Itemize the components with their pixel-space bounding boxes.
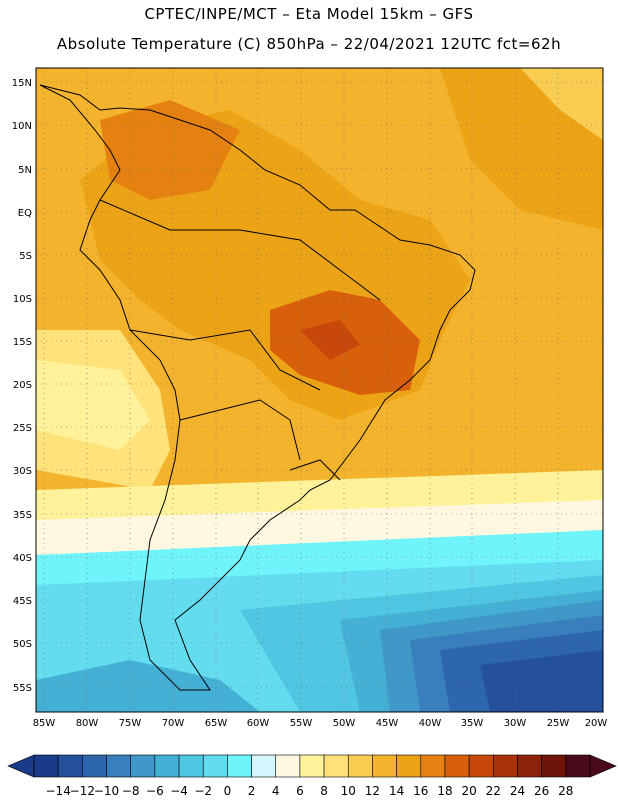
lon-label: 40W: [419, 718, 442, 729]
lat-label: 45S: [13, 596, 32, 607]
lat-label: 15S: [13, 337, 32, 348]
colorbar-arrow-right: [589, 754, 617, 778]
colorbar-swatch: [106, 754, 131, 778]
pacific-cool: [36, 360, 150, 450]
uruguay-border: [289, 459, 341, 481]
colorbar-swatch: [372, 754, 397, 778]
colorbar-swatch: [275, 754, 301, 778]
colorbar-arrow-left: [7, 754, 35, 778]
colorbar-tick-label: 0: [224, 784, 232, 798]
lon-label: 55W: [290, 718, 313, 729]
colorbar-tick-label: 16: [413, 784, 428, 798]
colorbar-swatch: [251, 754, 277, 778]
colorbar: [7, 754, 617, 778]
lon-label: 35W: [461, 718, 484, 729]
colorbar-swatch: [178, 754, 204, 778]
lon-label: 60W: [247, 718, 270, 729]
drake-cold: [36, 660, 260, 712]
map-subtitle: Absolute Temperature (C) 850hPa – 22/04/…: [56, 35, 562, 53]
colorbar-swatch: [468, 754, 494, 778]
colorbar-swatch: [130, 754, 156, 778]
colorbar-tick-label: −12: [70, 784, 95, 798]
lat-label: 10N: [12, 121, 32, 132]
south-america-coast: [39, 84, 476, 691]
colorbar-tick-label: 8: [320, 784, 328, 798]
brazil-hottest: [300, 320, 360, 360]
band-minus12c: [480, 650, 603, 712]
coastlines: [39, 84, 476, 691]
lat-label: 30S: [13, 466, 32, 477]
lat-label: 5S: [19, 251, 32, 262]
colorbar-tick-label: 20: [461, 784, 476, 798]
lat-label: 55S: [13, 683, 32, 694]
lon-label: 70W: [162, 718, 185, 729]
colorbar-tick-label: −14: [46, 784, 71, 798]
warm-zone-ne-edge: [520, 68, 603, 140]
colorbar-swatch: [565, 754, 591, 778]
lon-label: 80W: [76, 718, 99, 729]
colorbar-tick-label: 10: [341, 784, 356, 798]
lon-label: 65W: [205, 718, 228, 729]
lat-label: 5N: [18, 165, 32, 176]
colorbar-swatch: [227, 754, 252, 778]
colorbar-tick-label: −8: [122, 784, 140, 798]
lon-label: 85W: [33, 718, 56, 729]
colorbar-swatch: [82, 754, 107, 778]
paraguay-border: [179, 399, 301, 461]
lon-label: 45W: [376, 718, 399, 729]
colorbar-swatch: [493, 754, 518, 778]
lat-label: 50S: [13, 639, 32, 650]
colorbar-swatch: [57, 754, 83, 778]
lat-label: EQ: [18, 208, 32, 219]
lon-label: 25W: [547, 718, 570, 729]
lat-label: 15N: [12, 78, 32, 89]
colorbar-tick-label: −2: [194, 784, 212, 798]
lat-label: 35S: [13, 510, 32, 521]
colorbar-tick-label: 18: [437, 784, 452, 798]
colorbar-swatch: [517, 754, 542, 778]
latitude-axis: 15N 10N 5N EQ 5S 10S 15S 20S 25S 30S 35S…: [12, 78, 32, 694]
colorbar-tick-label: 14: [389, 784, 404, 798]
colorbar-swatch: [299, 754, 325, 778]
lat-label: 20S: [13, 380, 32, 391]
colorbar-tick-label: 6: [296, 784, 304, 798]
temperature-field: [36, 68, 603, 712]
colorbar-tick-label: −6: [146, 784, 164, 798]
colorbar-labels: −14−12−10 −8 −6 −4 −2 0 2 4 6 8 10 12 14 16 18 20 22 24 26…: [46, 784, 574, 798]
colorbar-swatch: [541, 754, 567, 778]
colorbar-tick-label: 12: [365, 784, 380, 798]
lon-label: 30W: [504, 718, 527, 729]
bolivia-border: [129, 329, 321, 391]
amazon-border: [99, 199, 381, 301]
colorbar-swatch: [202, 754, 228, 778]
colorbar-swatch: [323, 754, 349, 778]
colorbar-tick-label: −10: [94, 784, 119, 798]
venezuela-hot: [100, 100, 240, 200]
colorbar-swatch: [396, 754, 422, 778]
colorbar-tick-label: 26: [534, 784, 549, 798]
colorbar-swatch: [420, 754, 446, 778]
colorbar-swatch: [444, 754, 470, 778]
colorbar-swatch: [33, 754, 59, 778]
colorbar-tick-label: 28: [558, 784, 573, 798]
colorbar-tick-label: −4: [170, 784, 188, 798]
lat-label: 25S: [13, 423, 32, 434]
colorbar-tick-label: 2: [248, 784, 256, 798]
colorbar-tick-label: 24: [510, 784, 525, 798]
colorbar-swatch: [347, 754, 373, 778]
lat-label: 10S: [13, 294, 32, 305]
lon-label: 20W: [585, 718, 608, 729]
colorbar-tick-label: 4: [272, 784, 280, 798]
lon-label: 50W: [333, 718, 356, 729]
colorbar-swatch: [154, 754, 180, 778]
longitude-axis: 85W 80W 75W 70W 65W 60W 55W 50W 45W 40W …: [33, 718, 608, 729]
lat-label: 40S: [13, 553, 32, 564]
colorbar-tick-label: 22: [486, 784, 501, 798]
map-title: CPTEC/INPE/MCT – Eta Model 15km – GFS: [144, 5, 474, 23]
map-frame: [35, 67, 604, 713]
lon-label: 75W: [119, 718, 142, 729]
